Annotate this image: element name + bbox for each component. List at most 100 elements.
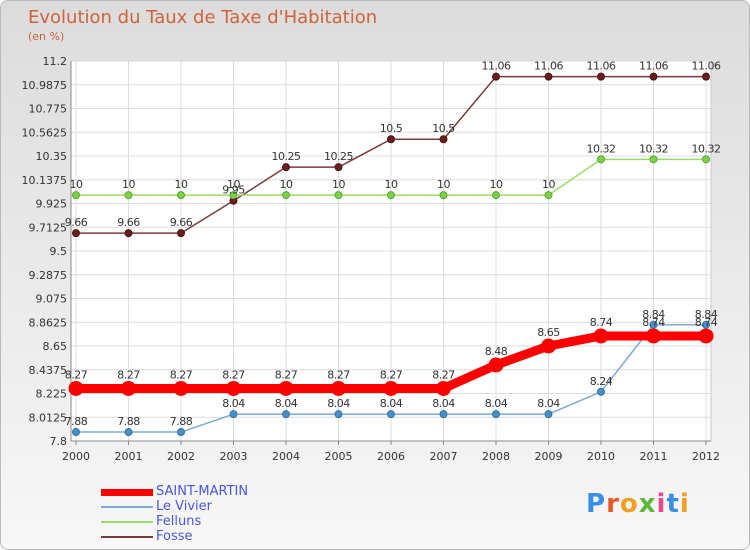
x-tick-label: 2004 <box>272 450 300 463</box>
legend-label: Fosse <box>156 529 193 544</box>
chart-title: Evolution du Taux de Taxe d'Habitation <box>28 7 378 28</box>
data-point <box>334 410 343 419</box>
data-label: 10 <box>385 178 398 191</box>
data-label: 11.06 <box>482 60 511 73</box>
y-tick-label: 8.4375 <box>29 364 68 377</box>
data-point <box>702 72 710 81</box>
data-label: 8.27 <box>275 368 298 381</box>
data-label: 10 <box>332 178 345 191</box>
x-tick-label: 2009 <box>535 450 563 463</box>
data-point <box>177 229 185 238</box>
legend-swatch <box>101 521 153 523</box>
y-tick-label: 9.075 <box>36 293 68 306</box>
data-point <box>177 191 185 200</box>
data-label: 8.27 <box>117 368 140 381</box>
data-point <box>387 135 395 144</box>
data-point <box>593 328 609 344</box>
data-point <box>488 357 504 373</box>
data-point <box>544 72 553 81</box>
data-point <box>173 380 189 396</box>
data-label: 8.27 <box>65 368 88 381</box>
data-label: 10 <box>175 178 188 191</box>
data-label: 8.04 <box>222 397 245 410</box>
x-tick-label: 2010 <box>587 450 615 463</box>
data-label: 11.06 <box>639 60 668 73</box>
data-point <box>229 191 238 200</box>
data-label: 8.74 <box>642 316 665 329</box>
data-label: 8.04 <box>275 397 298 410</box>
data-label: 10 <box>542 178 555 191</box>
y-tick-label: 10.9875 <box>22 79 68 92</box>
data-label: 10 <box>70 178 83 191</box>
legend: SAINT-MARTIN Le Vivier Felluns Fosse <box>101 484 361 545</box>
data-point <box>439 135 448 144</box>
legend-label: SAINT-MARTIN <box>156 484 249 499</box>
legend-swatch <box>101 489 153 496</box>
data-point <box>226 380 241 396</box>
data-point <box>492 72 500 81</box>
data-point <box>282 191 290 200</box>
y-tick-label: 8.8625 <box>29 316 68 329</box>
data-label: 10 <box>227 178 240 191</box>
data-label: 8.48 <box>485 345 508 358</box>
data-label: 10 <box>280 178 293 191</box>
y-tick-label: 10.35 <box>36 150 68 163</box>
data-point <box>383 380 399 396</box>
y-tick-label: 9.925 <box>36 198 68 211</box>
data-label: 10 <box>437 178 450 191</box>
legend-item-saint-martin: SAINT-MARTIN <box>101 484 361 500</box>
data-label: 8.27 <box>327 368 350 381</box>
data-label: 8.74 <box>590 316 613 329</box>
data-label: 8.84 <box>695 308 718 321</box>
data-label: 8.04 <box>537 397 560 410</box>
y-tick-label: 11.2 <box>43 55 68 68</box>
y-tick-label: 9.2875 <box>29 269 68 282</box>
data-label: 10.25 <box>272 150 301 163</box>
data-label: 8.04 <box>432 397 455 410</box>
x-tick-label: 2002 <box>167 450 195 463</box>
data-point <box>229 410 238 419</box>
data-point <box>649 320 658 329</box>
data-label: 11.06 <box>692 60 721 73</box>
data-label: 10.25 <box>324 150 353 163</box>
data-label: 8.04 <box>380 397 403 410</box>
data-point <box>649 72 658 81</box>
y-tick-label: 10.1375 <box>22 174 68 187</box>
data-point <box>439 191 448 200</box>
data-point <box>597 155 605 164</box>
proxiti-logo: Proxiti <box>586 489 690 519</box>
x-tick-label: 2003 <box>220 450 248 463</box>
data-point <box>121 380 136 396</box>
data-label: 7.88 <box>65 415 88 428</box>
data-label: 8.04 <box>485 397 508 410</box>
data-label: 8.27 <box>432 368 455 381</box>
legend-label: Felluns <box>156 514 202 529</box>
legend-item-felluns: Felluns <box>101 514 361 530</box>
data-label: 10.32 <box>692 142 721 155</box>
data-point <box>124 229 133 238</box>
x-tick-label: 2007 <box>430 450 458 463</box>
data-point <box>282 163 290 172</box>
data-point <box>646 328 661 344</box>
data-label: 9.66 <box>65 216 88 229</box>
data-point <box>68 380 84 396</box>
data-point <box>702 155 710 164</box>
data-point <box>544 410 553 419</box>
data-label: 11.06 <box>534 60 563 73</box>
data-label: 9.66 <box>170 216 193 229</box>
data-label: 10.32 <box>639 142 668 155</box>
data-point <box>649 155 658 164</box>
data-point <box>177 428 185 437</box>
data-label: 8.24 <box>590 375 613 388</box>
data-point <box>597 387 605 396</box>
data-point <box>387 410 395 419</box>
x-tick-label: 2011 <box>640 450 668 463</box>
data-point <box>702 320 710 329</box>
data-point <box>282 410 290 419</box>
data-point <box>698 328 714 344</box>
data-label: 8.27 <box>222 368 245 381</box>
legend-swatch <box>101 506 153 508</box>
y-tick-label: 9.5 <box>50 245 68 258</box>
